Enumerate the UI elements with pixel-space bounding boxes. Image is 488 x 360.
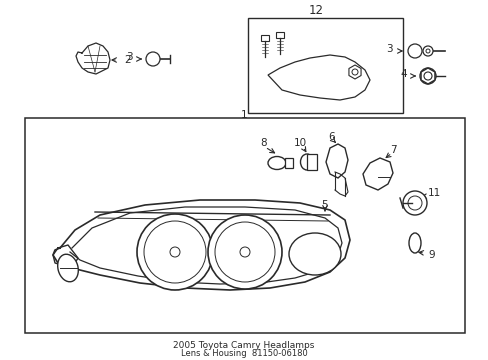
Ellipse shape <box>267 157 285 170</box>
Circle shape <box>137 214 213 290</box>
Circle shape <box>143 221 205 283</box>
Circle shape <box>207 215 282 289</box>
Circle shape <box>419 68 435 84</box>
Bar <box>285 158 292 168</box>
Text: 12: 12 <box>308 4 323 17</box>
Text: 2005 Toyota Camry Headlamps: 2005 Toyota Camry Headlamps <box>173 341 314 350</box>
Polygon shape <box>267 55 369 100</box>
Circle shape <box>170 247 180 257</box>
Text: 4: 4 <box>400 69 406 79</box>
Circle shape <box>425 49 429 53</box>
Bar <box>247 18 402 113</box>
Ellipse shape <box>288 233 340 275</box>
Text: 10: 10 <box>293 138 306 148</box>
Text: 6: 6 <box>328 132 335 142</box>
Circle shape <box>423 72 431 80</box>
Text: 5: 5 <box>321 200 327 210</box>
Circle shape <box>351 69 357 75</box>
Ellipse shape <box>408 233 420 253</box>
Bar <box>25 118 464 333</box>
Bar <box>261 35 268 41</box>
Bar <box>275 32 284 38</box>
Text: Lens & Housing  81150-06180: Lens & Housing 81150-06180 <box>180 348 307 357</box>
Ellipse shape <box>58 254 78 282</box>
Circle shape <box>407 196 421 210</box>
Polygon shape <box>325 144 347 178</box>
Circle shape <box>240 247 249 257</box>
Bar <box>306 154 316 170</box>
Circle shape <box>407 44 421 58</box>
Text: 9: 9 <box>427 250 434 260</box>
Text: 7: 7 <box>389 145 395 155</box>
Text: 1: 1 <box>240 110 247 120</box>
Text: 3: 3 <box>386 44 392 54</box>
Ellipse shape <box>300 154 313 170</box>
Text: 8: 8 <box>260 138 267 148</box>
Circle shape <box>402 191 426 215</box>
Circle shape <box>215 222 274 282</box>
Text: 2: 2 <box>124 55 130 65</box>
Circle shape <box>422 46 432 56</box>
Polygon shape <box>362 158 392 190</box>
Text: 11: 11 <box>427 188 440 198</box>
Circle shape <box>146 52 160 66</box>
Text: 3: 3 <box>126 52 133 62</box>
